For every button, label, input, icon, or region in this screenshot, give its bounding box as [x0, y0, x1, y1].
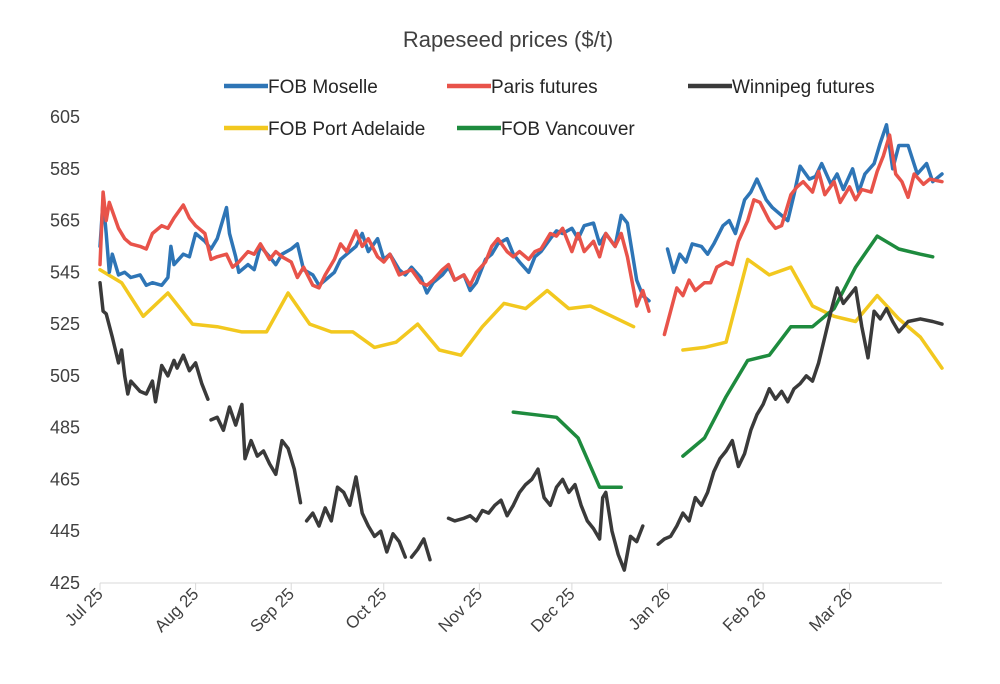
series-line-fob-port-adelaide — [681, 257, 944, 370]
series-line-fob-moselle — [665, 123, 944, 275]
x-axis: Jul 25 Aug 25 Sep 25 Oct 25 Nov 25 Dec 25 Jan … — [61, 583, 856, 636]
series-line-winnipeg-futures — [98, 280, 210, 404]
y-tick-label: 505 — [50, 366, 80, 386]
legend-item-fob-port-adelaide: FOB Port Adelaide — [224, 119, 425, 140]
series-line-paris-futures — [98, 190, 651, 313]
y-tick-label: 545 — [50, 262, 80, 282]
legend-label-fob-vancouver: FOB Vancouver — [501, 119, 635, 140]
legend-label-fob-port-adelaide: FOB Port Adelaide — [268, 119, 425, 140]
y-tick-label: 485 — [50, 418, 80, 438]
series-line-winnipeg-futures — [446, 467, 645, 572]
x-tick-label: Mar 26 — [805, 584, 856, 635]
x-tick-label: Feb 26 — [719, 584, 770, 635]
y-tick-label: 425 — [50, 573, 80, 593]
x-tick-label: Aug 25 — [151, 584, 203, 636]
y-tick-label: 585 — [50, 159, 80, 179]
series-line-fob-vancouver — [511, 410, 623, 489]
x-tick-label: Jan 26 — [625, 584, 675, 634]
y-tick-label: 445 — [50, 521, 80, 541]
legend-item-paris-futures: Paris futures — [447, 77, 598, 98]
legend-item-fob-moselle: FOB Moselle — [224, 77, 378, 98]
y-tick-label: 565 — [50, 211, 80, 231]
series-line-winnipeg-futures — [409, 537, 432, 562]
series-line-fob-port-adelaide — [98, 267, 636, 357]
legend-label-winnipeg-futures: Winnipeg futures — [732, 77, 875, 98]
x-tick-label: Dec 25 — [527, 584, 579, 636]
legend: FOB Moselle Paris futures Winnipeg futur… — [224, 77, 875, 140]
legend-item-fob-vancouver: FOB Vancouver — [457, 119, 635, 140]
x-tick-label: Oct 25 — [342, 584, 391, 633]
plot-area — [98, 123, 944, 572]
x-tick-label: Nov 25 — [435, 584, 487, 636]
series-line-winnipeg-futures — [209, 402, 303, 505]
y-tick-label: 605 — [50, 107, 80, 127]
legend-label-fob-moselle: FOB Moselle — [268, 77, 378, 98]
y-tick-label: 465 — [50, 469, 80, 489]
legend-item-winnipeg-futures: Winnipeg futures — [688, 77, 875, 98]
series-line-paris-futures — [662, 133, 944, 337]
series-line-fob-vancouver — [681, 234, 935, 458]
y-tick-label: 525 — [50, 314, 80, 334]
legend-label-paris-futures: Paris futures — [491, 77, 598, 98]
x-tick-label: Sep 25 — [247, 584, 299, 636]
series-line-winnipeg-futures — [656, 286, 944, 546]
y-axis: 425 445 465 485 505 525 545 565 585 605 — [50, 107, 80, 593]
chart-title: Rapeseed prices ($/t) — [403, 27, 613, 52]
series-line-winnipeg-futures — [304, 475, 408, 559]
